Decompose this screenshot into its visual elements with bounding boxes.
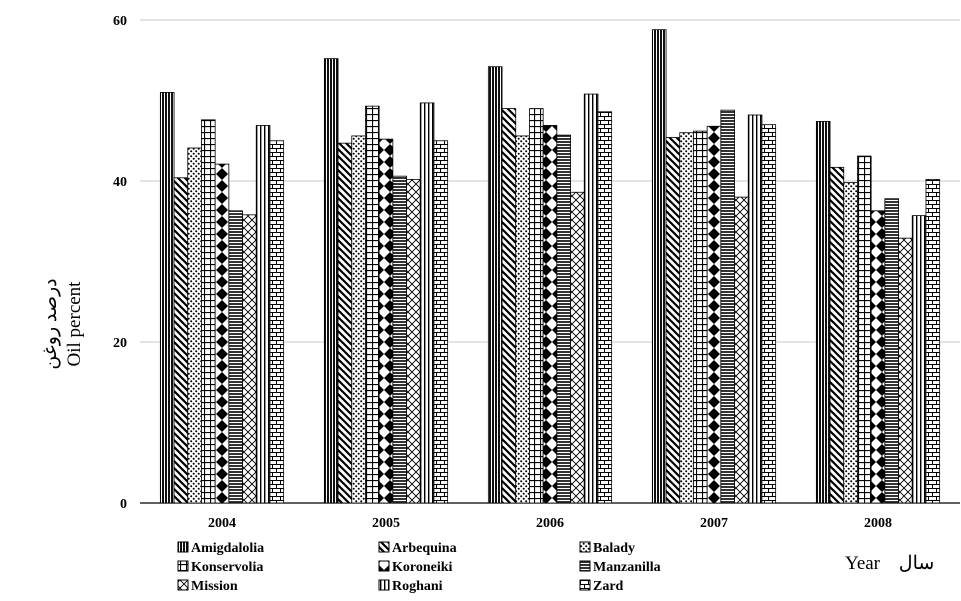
y-tick-labels: 0 20 40 60 [113, 14, 127, 512]
bar-zard-2007 [761, 124, 777, 504]
bar-koroneiki-2006 [542, 125, 558, 504]
legend: Amigdalolia Arbequina Balady Konservolia Kor… [177, 541, 661, 594]
legend-label-roghani: Roghani [392, 579, 443, 594]
legend-swatch-amigdalolia [177, 541, 189, 553]
legend-label-manzanilla: Manzanilla [593, 560, 661, 575]
bar-mission-2005 [406, 178, 421, 504]
bar-mission-2004 [242, 214, 257, 504]
legend-label-arbequina: Arbequina [392, 541, 457, 556]
bar-amigdalolia-2006 [487, 66, 503, 504]
bar-zard-2006 [597, 111, 613, 504]
y-tick-label: 40 [113, 175, 127, 190]
bars [159, 29, 941, 504]
y-tick-label: 0 [120, 497, 127, 512]
y-axis-label-fa: درصد روغن [40, 278, 61, 370]
y-axis-label: درصد روغن Oil percent [28, 170, 98, 470]
legend-label-koroneiki: Koroneiki [392, 560, 453, 575]
x-axis-label: Year سال [845, 552, 948, 575]
bar-amigdalolia-2004 [159, 92, 175, 504]
bar-arbequina-2007 [665, 137, 681, 504]
legend-swatch-manzanilla [579, 560, 591, 572]
bar-zard-2005 [433, 140, 449, 504]
y-axis-label-en: Oil percent [64, 281, 85, 367]
legend-label-balady: Balady [593, 541, 635, 556]
bar-roghani-2008 [911, 215, 927, 504]
y-tick-label: 20 [113, 336, 127, 351]
bar-manzanilla-2007 [720, 109, 735, 504]
bar-zard-2004 [269, 140, 285, 504]
bar-balady-2005 [351, 135, 366, 504]
x-tick-label: 2005 [372, 516, 400, 531]
bar-mission-2006 [570, 191, 585, 504]
x-tick-label: 2006 [536, 516, 564, 531]
x-tick-label: 2008 [864, 516, 892, 531]
bar-balady-2006 [515, 135, 530, 504]
bar-konservolia-2005 [365, 105, 380, 504]
bar-amigdalolia-2007 [651, 29, 667, 504]
bar-arbequina-2004 [173, 177, 189, 504]
legend-swatch-koroneiki [378, 560, 390, 572]
bar-manzanilla-2008 [884, 198, 899, 504]
bar-amigdalolia-2005 [323, 58, 339, 504]
legend-swatch-arbequina [378, 541, 390, 553]
bar-roghani-2006 [583, 93, 599, 504]
bar-koroneiki-2005 [378, 138, 394, 504]
bar-arbequina-2008 [829, 166, 845, 504]
legend-swatch-mission [177, 579, 189, 591]
y-tick-label: 60 [113, 14, 127, 29]
bar-konservolia-2004 [201, 119, 216, 504]
bar-koroneiki-2007 [706, 125, 722, 504]
bar-arbequina-2005 [337, 142, 353, 504]
bar-balady-2004 [187, 147, 202, 504]
bar-roghani-2004 [255, 125, 271, 504]
bar-balady-2008 [843, 182, 858, 504]
legend-swatch-zard [579, 579, 591, 591]
bar-manzanilla-2004 [228, 210, 243, 504]
legend-label-mission: Mission [191, 579, 238, 594]
bar-zard-2008 [925, 178, 941, 504]
bar-balady-2007 [679, 132, 694, 504]
legend-label-amigdalolia: Amigdalolia [191, 541, 264, 556]
legend-swatch-roghani [378, 579, 390, 591]
bar-roghani-2005 [419, 102, 435, 504]
bar-manzanilla-2005 [392, 175, 407, 504]
bar-arbequina-2006 [501, 108, 517, 504]
x-tick-labels: 2004 2005 2006 2007 2008 [208, 516, 892, 531]
bar-koroneiki-2004 [214, 163, 230, 504]
legend-swatch-konservolia [177, 560, 189, 572]
bar-konservolia-2008 [857, 155, 872, 504]
bar-mission-2008 [898, 237, 913, 504]
bar-mission-2007 [734, 196, 749, 504]
x-axis-label-fa: سال [898, 553, 935, 574]
legend-label-konservolia: Konservolia [191, 560, 263, 575]
bar-konservolia-2007 [693, 130, 708, 504]
legend-label-zard: Zard [593, 579, 624, 594]
bar-manzanilla-2006 [556, 134, 571, 504]
x-tick-label: 2007 [700, 516, 728, 531]
bar-koroneiki-2008 [870, 210, 886, 504]
x-tick-label: 2004 [208, 516, 236, 531]
bar-amigdalolia-2008 [815, 121, 831, 504]
bar-roghani-2007 [747, 114, 763, 504]
legend-swatch-balady [579, 541, 591, 553]
bar-konservolia-2006 [529, 108, 544, 504]
x-axis-label-en: Year [845, 553, 881, 574]
